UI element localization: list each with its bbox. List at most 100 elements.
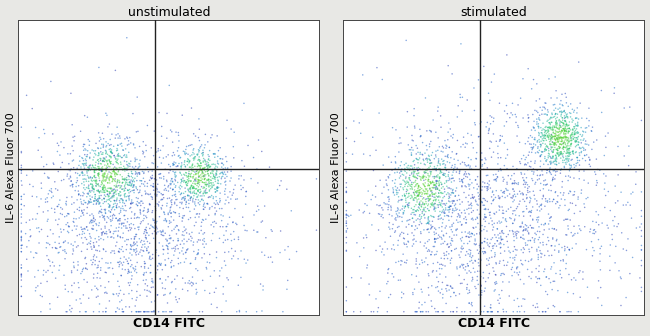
Point: [362, 262, 372, 268]
Point: [536, 152, 547, 157]
Point: [155, 276, 165, 281]
Point: [462, 141, 473, 146]
Point: [569, 126, 580, 131]
Point: [43, 241, 53, 246]
Point: [166, 129, 177, 134]
Point: [109, 143, 119, 149]
Point: [440, 162, 450, 168]
Point: [172, 243, 182, 248]
Point: [560, 248, 570, 253]
Point: [515, 191, 526, 197]
Point: [77, 210, 88, 216]
Point: [73, 259, 83, 264]
Point: [211, 286, 221, 291]
Point: [91, 177, 101, 183]
Point: [356, 276, 366, 281]
Point: [411, 258, 422, 264]
Point: [190, 215, 200, 220]
Point: [562, 147, 572, 152]
Point: [552, 126, 563, 131]
Point: [551, 141, 561, 147]
Point: [544, 276, 554, 281]
Point: [184, 189, 194, 194]
Point: [124, 150, 134, 155]
Point: [441, 174, 451, 179]
Point: [550, 141, 560, 146]
Point: [409, 113, 419, 118]
Point: [562, 245, 573, 250]
Point: [536, 143, 546, 148]
Point: [183, 159, 193, 164]
Point: [491, 178, 502, 184]
Point: [521, 243, 531, 248]
Point: [471, 286, 481, 291]
Point: [146, 183, 156, 188]
Point: [443, 129, 453, 135]
Point: [547, 177, 558, 182]
Point: [431, 166, 441, 171]
Point: [493, 309, 503, 314]
Point: [476, 284, 486, 289]
Point: [204, 164, 214, 170]
Point: [566, 141, 577, 147]
Point: [193, 237, 203, 243]
Point: [390, 184, 400, 189]
Point: [488, 198, 499, 203]
Point: [62, 171, 73, 177]
Point: [213, 186, 223, 191]
Point: [104, 169, 114, 175]
Point: [413, 183, 424, 189]
Point: [359, 209, 370, 214]
Point: [205, 135, 216, 140]
Point: [426, 160, 436, 166]
Point: [443, 205, 454, 210]
Point: [144, 226, 155, 231]
Point: [504, 215, 515, 220]
Point: [535, 154, 545, 159]
Point: [551, 201, 561, 206]
Point: [151, 220, 161, 226]
Point: [406, 145, 417, 150]
Point: [78, 266, 88, 271]
Point: [38, 272, 49, 278]
Point: [159, 174, 169, 179]
Point: [79, 182, 90, 188]
Point: [92, 275, 102, 281]
Point: [446, 227, 456, 232]
Point: [209, 176, 219, 181]
Point: [200, 230, 210, 236]
Title: stimulated: stimulated: [460, 6, 527, 18]
Point: [341, 218, 352, 224]
Point: [386, 205, 396, 210]
Point: [203, 162, 214, 168]
Point: [96, 182, 107, 187]
Point: [190, 199, 200, 205]
Point: [490, 177, 501, 182]
Point: [558, 126, 569, 131]
Point: [395, 214, 405, 219]
Point: [523, 66, 534, 72]
Point: [116, 184, 126, 190]
Point: [520, 157, 530, 162]
Point: [16, 220, 27, 226]
Point: [94, 301, 105, 307]
Point: [171, 297, 181, 302]
Point: [158, 155, 168, 161]
Point: [402, 202, 413, 207]
Point: [467, 195, 478, 200]
Point: [115, 193, 125, 199]
Point: [501, 103, 512, 108]
Point: [118, 309, 129, 314]
Point: [370, 148, 381, 153]
Point: [568, 136, 578, 141]
Point: [75, 159, 85, 164]
Point: [101, 149, 111, 154]
Point: [421, 309, 432, 314]
Point: [125, 140, 136, 145]
Point: [437, 309, 448, 314]
Point: [546, 132, 556, 137]
Point: [421, 201, 432, 206]
Point: [259, 253, 270, 258]
Point: [438, 233, 448, 238]
Point: [122, 187, 133, 193]
